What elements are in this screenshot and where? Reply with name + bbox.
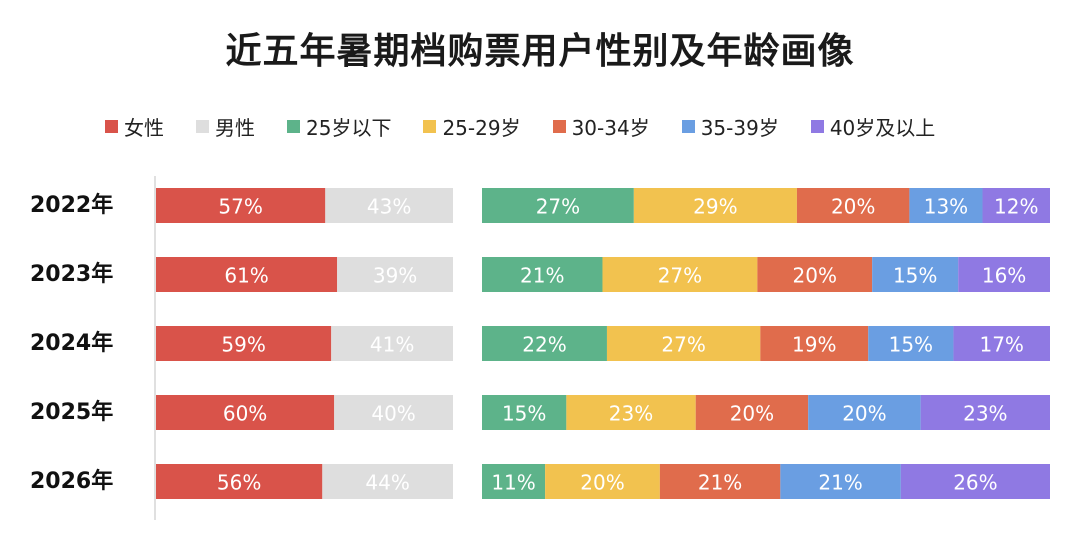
- data-label: 16%: [982, 264, 1026, 288]
- bar-segment: [602, 257, 758, 292]
- bar-segment: [659, 464, 781, 499]
- bar-segment: [156, 188, 326, 223]
- bar-segment: [953, 326, 1050, 361]
- data-label: 13%: [924, 195, 968, 219]
- bar-segment: [757, 257, 873, 292]
- data-label: 20%: [730, 402, 774, 426]
- bar-segment: [633, 188, 797, 223]
- legend-label-25-29: 25-29岁: [442, 115, 521, 140]
- legend-swatch-under-25: [287, 119, 300, 133]
- data-label: 57%: [218, 195, 262, 219]
- bar-segment: [566, 395, 696, 430]
- data-label: 20%: [831, 195, 875, 219]
- data-label: 15%: [502, 402, 546, 426]
- bar-segment: [482, 257, 603, 292]
- data-label: 12%: [994, 195, 1038, 219]
- bar-segment: [482, 188, 634, 223]
- bar-segment: [331, 326, 453, 361]
- legend-item-female: 女性: [105, 112, 164, 141]
- data-label: 21%: [520, 264, 564, 288]
- bar-segment: [695, 395, 809, 430]
- bar-segment: [156, 257, 338, 292]
- data-label: 19%: [792, 333, 836, 357]
- legend: 女性 男性 25岁以下 25-29岁 30-34岁 35-39岁 40岁及以上: [105, 112, 935, 140]
- data-label: 41%: [370, 333, 414, 357]
- legend-item-30-34: 30-34岁: [552, 112, 650, 141]
- legend-label-male: 男性: [215, 115, 255, 140]
- data-label: 17%: [979, 333, 1023, 357]
- data-label: 29%: [693, 195, 737, 219]
- data-label: 27%: [661, 333, 705, 357]
- data-label: 56%: [217, 471, 261, 495]
- legend-swatch-female: [105, 119, 118, 133]
- bar-segment: [982, 188, 1050, 223]
- legend-swatch-40-plus: [810, 119, 824, 133]
- bar-segment: [606, 326, 761, 361]
- bar-segment: [325, 188, 453, 223]
- bar-segment: [958, 257, 1050, 292]
- data-label: 43%: [367, 195, 411, 219]
- category-label: 2026年: [30, 468, 113, 494]
- bar-segment: [156, 464, 323, 499]
- data-label: 22%: [522, 333, 566, 357]
- bar-segment: [337, 257, 453, 292]
- data-label: 59%: [221, 333, 265, 357]
- legend-item-25-29: 25-29岁: [423, 112, 521, 141]
- bar-segment: [760, 326, 869, 361]
- legend-swatch-30-34: [552, 119, 566, 133]
- legend-label-40-plus: 40岁及以上: [829, 115, 936, 140]
- category-label: 2022年: [30, 192, 113, 218]
- bar-segment: [482, 395, 567, 430]
- data-label: 20%: [580, 471, 624, 495]
- bar-segment: [545, 464, 660, 499]
- category-label: 2024年: [30, 330, 113, 356]
- data-label: 44%: [365, 471, 409, 495]
- legend-item-under-25: 25岁以下: [287, 112, 391, 141]
- bar-segment: [156, 395, 335, 430]
- bar-segment: [900, 464, 1050, 499]
- legend-item-35-39: 35-39岁: [681, 112, 779, 141]
- data-label: 23%: [963, 402, 1007, 426]
- bar-segment: [872, 257, 959, 292]
- data-label: 60%: [223, 402, 267, 426]
- bar-segment: [920, 395, 1050, 430]
- bar-segment: [909, 188, 983, 223]
- legend-item-male: 男性: [196, 112, 255, 141]
- data-label: 21%: [818, 471, 862, 495]
- bar-segment: [482, 326, 607, 361]
- data-label: 61%: [224, 264, 268, 288]
- data-label: 39%: [373, 264, 417, 288]
- legend-label-35-39: 35-39岁: [700, 115, 779, 140]
- data-label: 20%: [842, 402, 886, 426]
- bar-segment: [156, 326, 332, 361]
- legend-label-30-34: 30-34岁: [571, 115, 650, 140]
- data-label: 27%: [658, 264, 702, 288]
- category-label: 2025年: [30, 399, 113, 425]
- chart-title: 近五年暑期档购票用户性别及年龄画像: [225, 31, 855, 72]
- bar-segment: [322, 464, 453, 499]
- data-label: 27%: [536, 195, 580, 219]
- data-label: 40%: [371, 402, 415, 426]
- legend-swatch-male: [196, 119, 209, 133]
- category-label: 2023年: [30, 261, 113, 287]
- bar-segment: [482, 464, 546, 499]
- legend-label-under-25: 25岁以下: [306, 115, 392, 140]
- bar-segment: [334, 395, 453, 430]
- bar-segment: [780, 464, 901, 499]
- legend-swatch-35-39: [681, 119, 695, 133]
- legend-item-40-plus: 40岁及以上: [810, 112, 936, 141]
- bar-segment: [796, 188, 910, 223]
- data-label: 20%: [793, 264, 837, 288]
- data-label: 23%: [609, 402, 653, 426]
- data-label: 26%: [953, 471, 997, 495]
- data-label: 15%: [889, 333, 933, 357]
- data-label: 11%: [491, 471, 535, 495]
- bar-segment: [868, 326, 954, 361]
- bar-segment: [808, 395, 921, 430]
- data-label: 21%: [698, 471, 742, 495]
- legend-label-female: 女性: [124, 115, 164, 140]
- legend-swatch-25-29: [423, 119, 437, 133]
- data-label: 15%: [893, 264, 937, 288]
